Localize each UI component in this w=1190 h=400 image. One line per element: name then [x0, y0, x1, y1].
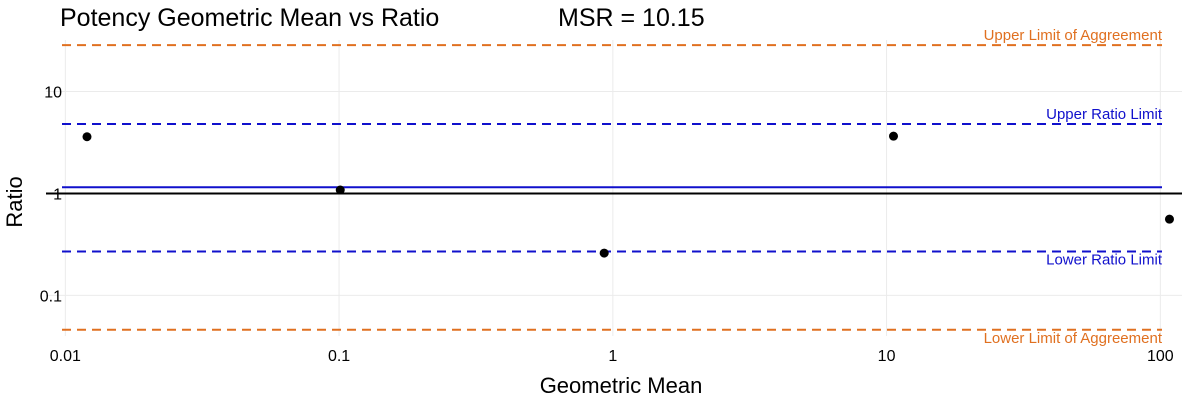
- data-point: [1164, 214, 1174, 224]
- chart-title: Potency Geometric Mean vs Ratio: [60, 4, 439, 32]
- x-tick-label: 100: [1147, 348, 1174, 365]
- lower-loa-label: Lower Limit of Aggreement: [984, 330, 1163, 347]
- x-tick-label: 0.1: [328, 348, 350, 365]
- upper-loa-label: Upper Limit of Aggreement: [984, 27, 1163, 44]
- lower-ratio-label: Lower Ratio Limit: [1046, 251, 1163, 268]
- x-tick-label: 10: [878, 348, 896, 365]
- axis-ticks: 0.01 0.1 1 10 100 0.1 1 10: [40, 85, 1174, 365]
- chart-subtitle: MSR = 10.15: [558, 4, 705, 32]
- y-tick-label: 0.1: [40, 288, 62, 305]
- y-tick-label: 1: [53, 186, 62, 203]
- data-point: [889, 131, 899, 141]
- x-axis-title: Geometric Mean: [540, 373, 703, 398]
- upper-ratio-label: Upper Ratio Limit: [1046, 106, 1163, 123]
- y-tick-label: 10: [44, 85, 62, 102]
- data-point: [599, 248, 609, 258]
- x-tick-label: 0.01: [50, 348, 81, 365]
- data-point: [335, 185, 345, 195]
- data-points: [82, 131, 1174, 258]
- reference-lines: Upper Limit of Aggreement Upper Ratio Lim…: [46, 27, 1182, 347]
- x-tick-label: 1: [608, 348, 617, 365]
- data-point: [82, 132, 92, 142]
- y-axis-title: Ratio: [2, 176, 27, 227]
